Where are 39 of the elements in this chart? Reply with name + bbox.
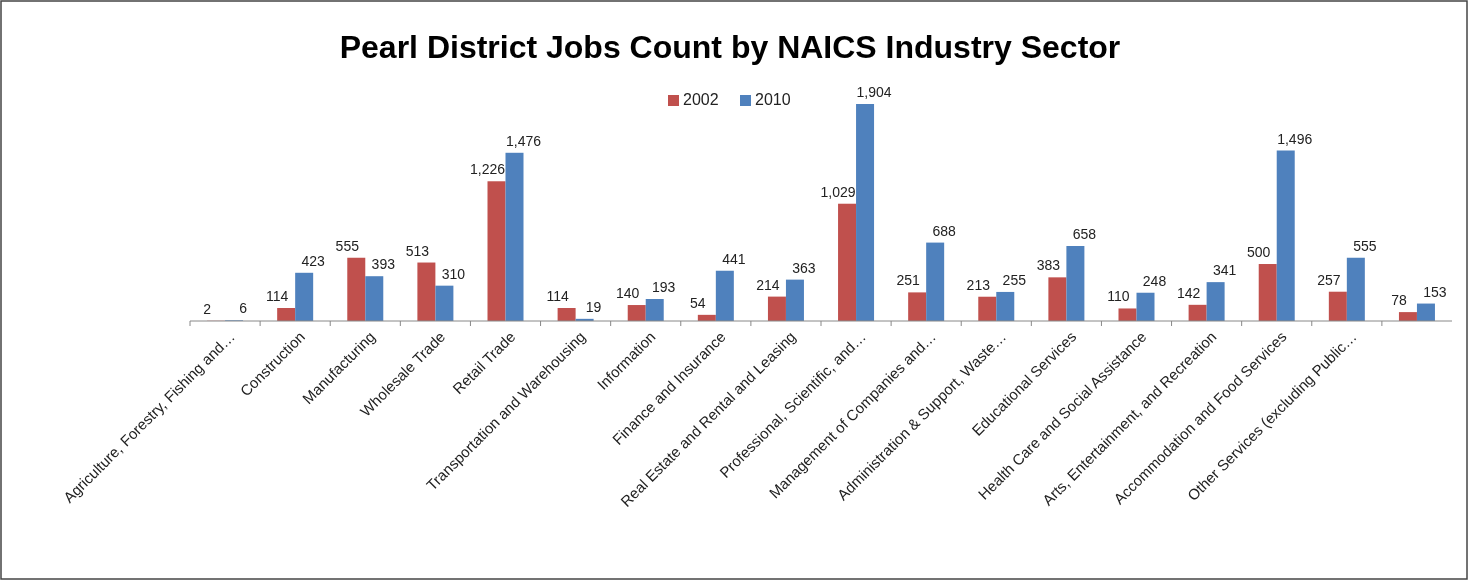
data-label: 383 — [1036, 257, 1061, 274]
data-label: 142 — [1176, 284, 1201, 301]
data-label: 54 — [690, 294, 706, 311]
data-label: 513 — [405, 242, 430, 259]
data-label: 393 — [371, 256, 396, 273]
data-label: 110 — [1107, 288, 1130, 305]
data-label: 1,476 — [505, 132, 542, 149]
data-label: 555 — [335, 237, 360, 254]
data-label: 251 — [896, 272, 921, 289]
data-label: 658 — [1072, 226, 1097, 243]
data-label: 153 — [1423, 283, 1447, 300]
data-label: 78 — [1391, 292, 1407, 309]
data-label: 423 — [301, 252, 326, 269]
data-label: 441 — [722, 250, 746, 267]
data-label: 213 — [966, 276, 991, 293]
legend-label: 2010 — [755, 91, 791, 109]
data-label: 114 — [546, 288, 569, 305]
data-label: 310 — [441, 265, 466, 282]
data-label: 1,029 — [820, 183, 856, 200]
data-label: 1,226 — [469, 161, 506, 178]
data-label: 214 — [756, 276, 780, 293]
data-label: 114 — [266, 288, 289, 305]
data-label: 1,496 — [1277, 130, 1313, 147]
data-label: 248 — [1142, 272, 1167, 289]
legend-label: 2002 — [683, 91, 719, 109]
data-label: 255 — [1002, 271, 1027, 288]
chart-title: Pearl District Jobs Count by NAICS Industry Sector — [339, 29, 1121, 65]
data-label: 1,904 — [856, 84, 892, 100]
data-label: 193 — [652, 279, 676, 295]
data-label: 6 — [239, 300, 248, 317]
data-label: 341 — [1212, 262, 1237, 279]
data-label: 500 — [1247, 244, 1271, 261]
data-label: 688 — [932, 222, 957, 239]
data-label: 555 — [1353, 237, 1377, 254]
data-label: 140 — [616, 285, 640, 302]
data-label: 257 — [1317, 271, 1341, 288]
data-label: 19 — [585, 298, 602, 315]
data-label: 2 — [203, 300, 212, 317]
data-label: 363 — [792, 259, 816, 276]
